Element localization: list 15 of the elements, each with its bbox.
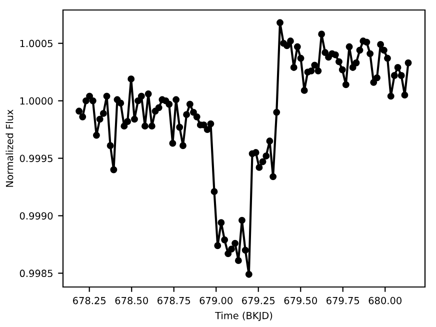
- x-tick-label: 679.25: [242, 296, 275, 304]
- y-tick-label: 0.9985: [20, 270, 52, 278]
- y-axis-title: Normalized Flux: [6, 110, 14, 187]
- y-tick-label: 0.9995: [20, 154, 52, 162]
- x-tick-label: 678.50: [115, 296, 148, 304]
- x-tick-label: 679.75: [326, 296, 360, 304]
- x-tick-label: 680.00: [368, 296, 402, 304]
- x-tick-label: 678.25: [73, 296, 106, 304]
- y-tick-label: 1.0005: [20, 40, 52, 48]
- y-tick-label: 1.0000: [20, 97, 53, 105]
- y-tick-label: 0.9990: [20, 212, 53, 220]
- x-tick-label: 678.75: [158, 296, 190, 304]
- x-tick-label: 679.50: [284, 296, 317, 304]
- x-tick-label: 679.00: [200, 296, 232, 304]
- x-axis-title: Time (BKJD): [215, 312, 272, 322]
